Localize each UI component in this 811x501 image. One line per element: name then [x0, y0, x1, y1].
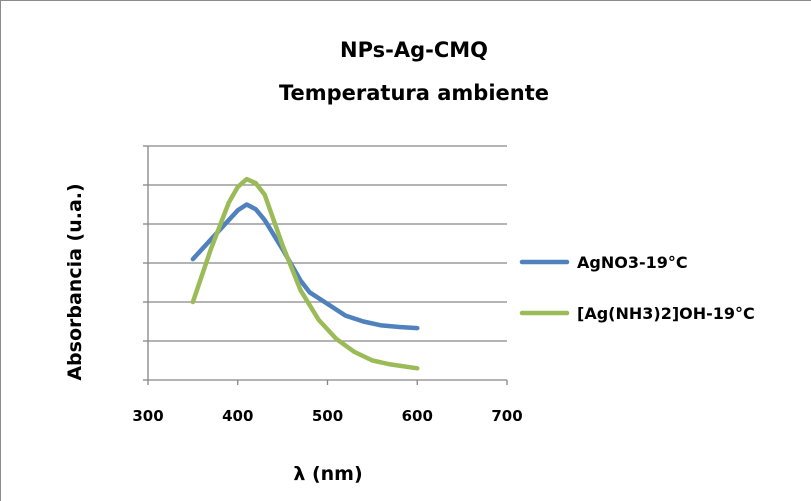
x-axis-label: λ (nm)	[293, 463, 362, 485]
x-tick-label: 600	[402, 407, 433, 425]
legend-label-1: AgNO3-19°C	[577, 253, 688, 272]
y-axis-label: Absorbancia (u.a.)	[64, 183, 86, 380]
series-line-2	[190, 176, 420, 371]
legend-label-2: [Ag(NH3)2]OH-19°C	[577, 304, 755, 323]
chart-title-line-2: Temperatura ambiente	[279, 81, 549, 105]
series-lines	[190, 176, 420, 371]
x-tick-label: 300	[132, 407, 163, 425]
x-tick-label: 400	[222, 407, 253, 425]
x-tick-label: 500	[312, 407, 343, 425]
series-line-1	[190, 202, 420, 331]
gridlines	[148, 145, 507, 342]
chart-title-line-1: NPs-Ag-CMQ	[340, 38, 488, 62]
x-tick-label: 700	[491, 407, 522, 425]
legend: AgNO3-19°C [Ag(NH3)2]OH-19°C	[519, 253, 755, 323]
axes	[143, 145, 508, 385]
x-tick-labels: 300 400 500 600 700	[132, 407, 522, 425]
